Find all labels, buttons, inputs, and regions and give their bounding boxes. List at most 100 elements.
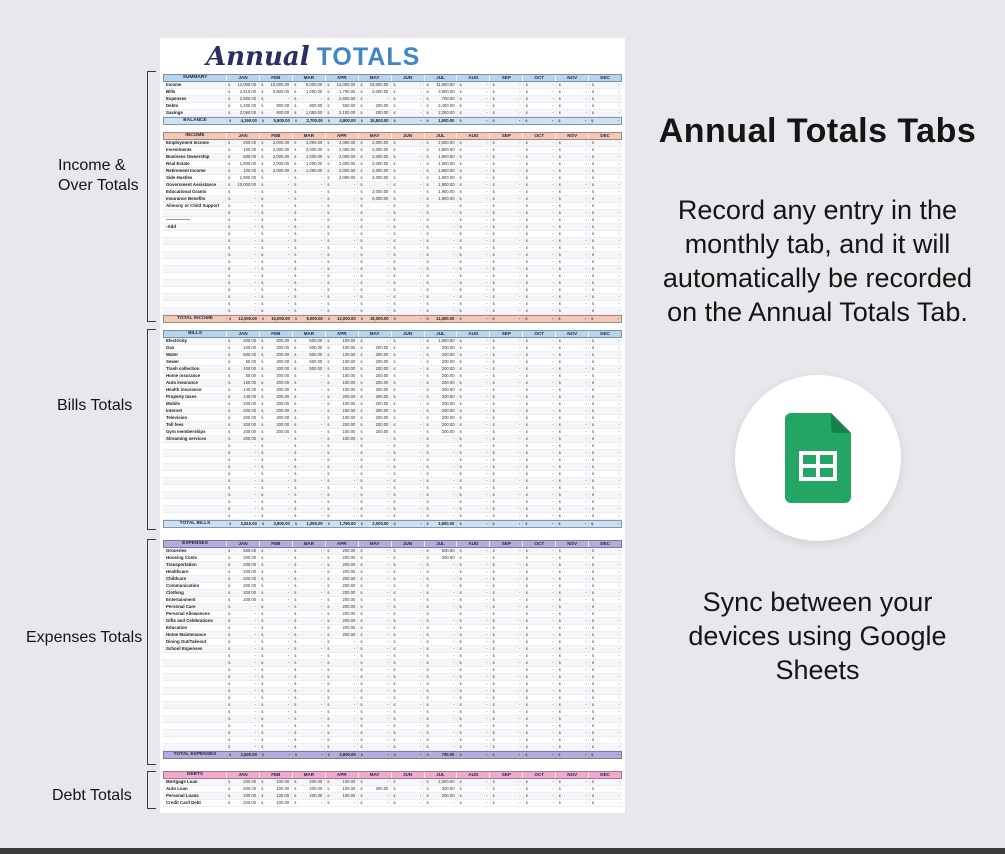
amount-cell: $ -: [588, 632, 622, 638]
amount-cell: $200.00: [291, 793, 324, 799]
amount-cell: $ -: [522, 709, 556, 715]
amount-cell: $ -: [291, 422, 324, 428]
amount-cell: $ -: [588, 118, 621, 124]
amount-cell: $ -: [291, 238, 324, 244]
amount-cell: $200.00: [258, 422, 291, 428]
amount-cell: $ -: [390, 373, 423, 379]
month-header: MAR: [291, 541, 325, 547]
amount-cell: $ -: [258, 308, 291, 314]
amount-cell: $ -: [456, 161, 490, 167]
amount-cell: $500.00: [324, 103, 357, 109]
empty-row: $ - $ - $ - $ - $ - $ - $ - $ - $ - $ - $ - $ -: [163, 287, 622, 294]
row-label: Gifts and Celebrations: [166, 618, 213, 623]
amount-cell: $ -: [423, 723, 456, 729]
amount-cell: $ -: [291, 245, 324, 251]
amount-cell: $ -: [291, 436, 324, 442]
amount-cell: $ -: [357, 625, 390, 631]
amount-cell: $ -: [258, 660, 291, 666]
amount-cell: $ -: [258, 450, 291, 456]
amount-cell: $2,200.00: [423, 110, 456, 116]
amount-cell: $ -: [522, 457, 556, 463]
amount-cell: $ -: [357, 245, 390, 251]
amount-cell: $2,000.00: [357, 175, 390, 181]
amount-cell: $ -: [522, 373, 556, 379]
amount-cell: $2,000.00: [423, 140, 456, 146]
amount-cell: $ -: [390, 245, 423, 251]
amount-cell: $200.00: [357, 345, 390, 351]
amount-cell: $ -: [522, 521, 555, 527]
table-row: Health insurance $140.00 $200.00 $ - $100.00 $…: [163, 387, 622, 394]
amount-cell: $ -: [489, 359, 523, 365]
empty-row: $ - $ - $ - $ - $ - $ - $ - $ - $ - $ - $ - $ -: [163, 744, 622, 751]
amount-cell: $ -: [588, 492, 622, 498]
amount-cell: $ -: [324, 478, 357, 484]
amount-cell: $ -: [588, 245, 622, 251]
month-header: AUG: [456, 75, 489, 81]
row-label: Entertainment: [166, 597, 196, 602]
amount-cell: $ -: [456, 667, 490, 673]
amount-cell: $200.00: [324, 611, 357, 617]
amount-cell: $ -: [489, 576, 523, 582]
amount-cell: $ -: [225, 702, 258, 708]
amount-cell: $2,000.00: [258, 161, 291, 167]
amount-cell: $ -: [291, 175, 324, 181]
table-row: Clothing $200.00 $ - $ - $200.00 $ - $ - $ - $ - $ - $ - $ -…: [163, 590, 622, 597]
amount-cell: $200.00: [225, 569, 258, 575]
amount-cell: $ -: [324, 464, 357, 470]
amount-cell: $ -: [357, 583, 390, 589]
amount-cell: $ -: [390, 110, 423, 116]
amount-cell: $ -: [291, 499, 324, 505]
amount-cell: $ -: [489, 387, 523, 393]
empty-row: $ - $ - $ - $ - $ - $ - $ - $ - $ - $ - $ - $ -: [163, 723, 622, 730]
amount-cell: $ -: [522, 548, 556, 554]
amount-cell: $200.00: [423, 786, 456, 792]
amount-cell: $2,090.00: [225, 110, 258, 116]
amount-cell: $ -: [489, 548, 523, 554]
row-label: Housing Costs: [166, 555, 197, 560]
amount-cell: $200.00: [324, 562, 357, 568]
amount-cell: $ -: [423, 266, 456, 272]
amount-cell: $ -: [291, 702, 324, 708]
amount-cell: $ -: [522, 82, 556, 88]
amount-cell: $ -: [555, 429, 589, 435]
amount-cell: $200.00: [324, 548, 357, 554]
amount-cell: $ -: [522, 359, 556, 365]
amount-cell: $ -: [456, 506, 490, 512]
amount-cell: $ -: [588, 681, 622, 687]
amount-cell: $ -: [555, 618, 589, 624]
section-header-row: INCOME JAN FEB MAR APR MAY JUN JUL AUG SEP OCT NOV D…: [163, 132, 622, 140]
amount-cell: $ -: [423, 730, 456, 736]
amount-cell: $ -: [357, 695, 390, 701]
amount-cell: $ -: [456, 450, 490, 456]
amount-cell: $ -: [324, 737, 357, 743]
amount-cell: $ -: [489, 457, 523, 463]
amount-cell: $2,000.00: [357, 154, 390, 160]
amount-cell: $ -: [291, 182, 324, 188]
amount-cell: $ -: [291, 667, 324, 673]
amount-cell: $ -: [225, 513, 258, 519]
amount-cell: $ -: [588, 96, 622, 102]
empty-row: $ - $ - $ - $ - $ - $ - $ - $ - $ - $ - $ - $ -: [163, 443, 622, 450]
table-row: Entertainment $200.00 $ - $ - $200.00 $ - $ - $ - $ - $…: [163, 597, 622, 604]
month-header: JUN: [390, 772, 424, 778]
amount-cell: $ -: [225, 744, 258, 750]
amount-cell: $2,090.00: [324, 175, 357, 181]
amount-cell: $ -: [225, 737, 258, 743]
amount-cell: $100.00: [225, 366, 258, 372]
amount-cell: $ -: [258, 632, 291, 638]
amount-cell: $2,810.00: [225, 89, 258, 95]
amount-cell: $ -: [423, 744, 456, 750]
empty-row: $ - $ - $ - $ - $ - $ - $ - $ - $ - $ - $ - $ -: [163, 273, 622, 280]
amount-cell: $ -: [423, 653, 456, 659]
amount-cell: $ -: [588, 436, 622, 442]
amount-cell: $ -: [522, 737, 556, 743]
table-row: Trash collection $100.00 $200.00 $500.00 $10…: [163, 366, 622, 373]
empty-row: $ - $ - $ - $ - $ - $ - $ - $ - $ - $ - $ - $ -: [163, 730, 622, 737]
amount-cell: $200.00: [324, 632, 357, 638]
amount-cell: $ -: [390, 450, 423, 456]
sheet-sections: SUMMARY JAN FEB MAR APR MAY JUN JUL AUG SEP OCT NOV…: [160, 72, 625, 807]
month-header: JAN: [226, 541, 259, 547]
amount-cell: $ -: [390, 436, 423, 442]
amount-cell: $ -: [522, 217, 556, 223]
amount-cell: $ -: [390, 744, 423, 750]
